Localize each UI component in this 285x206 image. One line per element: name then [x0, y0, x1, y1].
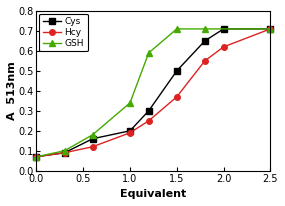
Hcy: [268, 28, 272, 30]
GSH: [128, 102, 132, 104]
GSH: [147, 52, 150, 54]
Cys: [268, 28, 272, 30]
Cys: [222, 28, 225, 30]
Cys: [35, 156, 38, 158]
GSH: [35, 156, 38, 158]
Line: GSH: GSH: [34, 26, 273, 159]
Hcy: [222, 46, 225, 48]
GSH: [63, 150, 66, 152]
Y-axis label: A  513nm: A 513nm: [7, 61, 17, 120]
Cys: [147, 110, 150, 112]
GSH: [203, 28, 207, 30]
Hcy: [128, 132, 132, 134]
Hcy: [91, 145, 94, 148]
Cys: [63, 151, 66, 154]
Cys: [203, 40, 207, 42]
GSH: [175, 28, 178, 30]
Hcy: [147, 119, 150, 122]
Hcy: [203, 60, 207, 62]
Hcy: [63, 151, 66, 154]
Line: Hcy: Hcy: [34, 26, 273, 159]
Hcy: [35, 156, 38, 158]
GSH: [91, 133, 94, 136]
X-axis label: Equivalent: Equivalent: [120, 189, 186, 199]
GSH: [268, 28, 272, 30]
Cys: [128, 130, 132, 132]
Cys: [175, 70, 178, 72]
Legend: Cys, Hcy, GSH: Cys, Hcy, GSH: [39, 14, 87, 52]
Cys: [91, 138, 94, 140]
Hcy: [175, 96, 178, 98]
Line: Cys: Cys: [34, 26, 273, 159]
